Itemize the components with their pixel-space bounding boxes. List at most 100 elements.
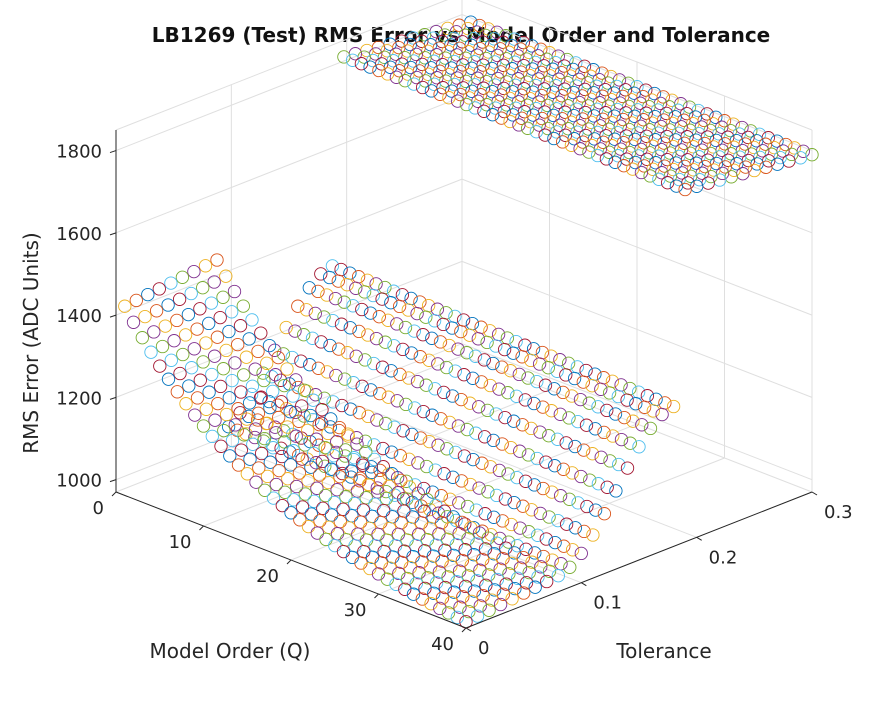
data-point bbox=[188, 408, 202, 422]
data-point bbox=[660, 176, 675, 190]
data-point bbox=[355, 302, 369, 317]
data-point bbox=[448, 364, 462, 378]
data-point bbox=[470, 574, 484, 588]
data-point bbox=[507, 495, 521, 510]
data-point bbox=[326, 463, 341, 477]
data-point bbox=[333, 470, 347, 484]
data-point bbox=[415, 555, 429, 569]
y-tick-label: 0.2 bbox=[709, 547, 738, 568]
data-point bbox=[391, 527, 406, 541]
data-point bbox=[493, 562, 507, 576]
data-point bbox=[164, 276, 178, 290]
data-point bbox=[329, 368, 343, 383]
data-point bbox=[398, 320, 413, 335]
data-point bbox=[330, 435, 344, 449]
data-point bbox=[362, 521, 377, 535]
data-point bbox=[386, 550, 400, 564]
data-point bbox=[476, 552, 490, 567]
data-point bbox=[380, 67, 395, 81]
data-point bbox=[614, 432, 629, 447]
data-point bbox=[437, 467, 451, 481]
data-point bbox=[520, 121, 535, 135]
data-point bbox=[371, 567, 386, 581]
data-point bbox=[422, 434, 437, 449]
data-point bbox=[487, 583, 502, 597]
data-point bbox=[530, 374, 544, 389]
grid-line bbox=[115, 355, 463, 493]
data-point bbox=[563, 560, 577, 574]
data-point bbox=[245, 313, 259, 327]
data-point bbox=[266, 384, 280, 399]
data-point bbox=[463, 477, 478, 492]
data-point bbox=[371, 485, 385, 499]
data-point bbox=[310, 526, 324, 540]
data-point bbox=[464, 558, 478, 573]
data-point bbox=[257, 373, 271, 388]
data-point bbox=[380, 533, 394, 547]
data-point bbox=[406, 549, 420, 564]
data-point bbox=[242, 332, 256, 346]
data-point bbox=[538, 378, 553, 392]
data-point bbox=[373, 386, 387, 401]
data-point bbox=[588, 367, 602, 381]
data-point bbox=[553, 489, 568, 503]
data-point bbox=[309, 456, 323, 470]
data-point bbox=[472, 400, 486, 414]
data-point bbox=[596, 371, 611, 385]
data-point bbox=[623, 436, 637, 450]
data-point bbox=[447, 585, 461, 599]
data-point bbox=[474, 375, 489, 389]
data-point bbox=[606, 429, 620, 443]
data-point bbox=[332, 420, 347, 435]
data-point bbox=[196, 419, 211, 433]
data-point bbox=[158, 319, 172, 333]
data-point bbox=[516, 550, 530, 565]
data-point bbox=[376, 441, 390, 456]
data-point bbox=[216, 362, 231, 376]
data-point bbox=[553, 353, 567, 367]
data-point bbox=[454, 324, 468, 339]
data-point bbox=[234, 443, 248, 457]
data-point bbox=[303, 358, 317, 372]
data-point bbox=[591, 400, 605, 414]
data-point bbox=[486, 433, 501, 448]
data-point bbox=[524, 421, 538, 436]
data-point bbox=[405, 427, 419, 442]
data-point bbox=[478, 542, 493, 556]
data-point bbox=[365, 550, 380, 564]
data-point bbox=[413, 350, 427, 364]
data-point bbox=[213, 379, 228, 394]
data-point bbox=[286, 444, 301, 458]
data-point bbox=[557, 539, 571, 553]
data-point bbox=[442, 91, 456, 105]
data-point bbox=[715, 166, 730, 181]
data-point bbox=[362, 478, 376, 492]
data-point bbox=[785, 147, 799, 162]
data-point bbox=[138, 309, 152, 324]
data-point bbox=[281, 472, 295, 486]
y-axis-label: Tolerance bbox=[615, 639, 711, 663]
data-point bbox=[409, 576, 423, 591]
data-point bbox=[438, 580, 452, 595]
data-point bbox=[533, 425, 547, 439]
data-point bbox=[594, 450, 608, 464]
data-point bbox=[182, 379, 196, 393]
data-point bbox=[369, 331, 384, 346]
data-point bbox=[441, 570, 455, 584]
data-point bbox=[516, 499, 530, 513]
data-point bbox=[545, 553, 559, 567]
data-point bbox=[441, 532, 455, 546]
data-point bbox=[643, 421, 658, 436]
data-point bbox=[625, 162, 640, 176]
data-point bbox=[428, 463, 443, 477]
data-point bbox=[499, 541, 513, 555]
data-point bbox=[482, 568, 496, 582]
data-point bbox=[565, 543, 580, 557]
data-point bbox=[447, 548, 461, 563]
data-point bbox=[472, 526, 487, 540]
data-point bbox=[228, 356, 242, 370]
data-point bbox=[304, 460, 318, 474]
data-point bbox=[413, 295, 427, 309]
data-point bbox=[423, 560, 438, 574]
data-point bbox=[210, 330, 225, 344]
